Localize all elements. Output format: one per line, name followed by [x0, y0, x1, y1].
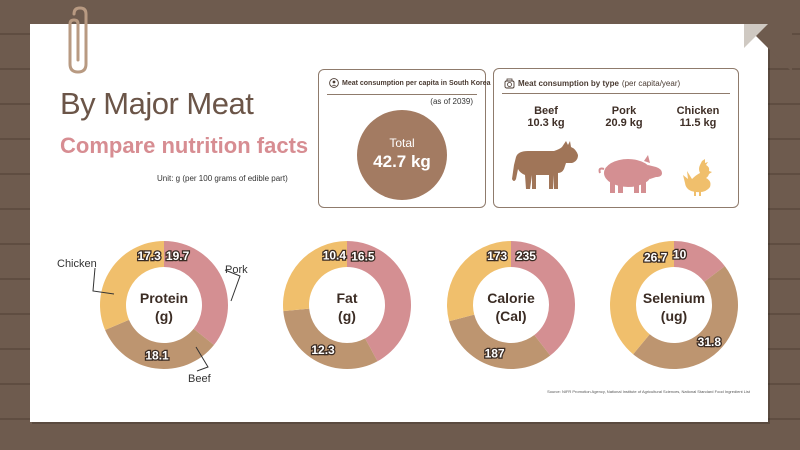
fat-slice-beef	[283, 308, 378, 369]
source-note: Source: NIFR Promotion Agency, National …	[547, 389, 750, 394]
beef-callout-line	[195, 346, 209, 372]
total-consumption-heading-text: Meat consumption per capita in South Kor…	[342, 79, 491, 87]
protein-value-beef: 18.1	[145, 349, 169, 363]
total-consumption-heading: Meat consumption per capita in South Kor…	[329, 78, 491, 88]
calorie-chart-unit: (Cal)	[495, 308, 526, 324]
page-fold-corner	[744, 24, 768, 48]
fat-value-beef: 12.3	[311, 343, 335, 357]
selenium-value-pork: 10	[673, 247, 687, 261]
as-of-note: (as of 2039)	[430, 97, 473, 106]
calorie-chart-title: Calorie	[487, 290, 535, 306]
chicken-callout-label: Chicken	[57, 258, 97, 270]
chicken-consumption: Chicken 11.5 kg	[667, 105, 729, 129]
consumption-by-type-heading-sub: (per capita/year)	[621, 79, 681, 88]
fat-chart-title: Fat	[337, 290, 358, 306]
divider	[327, 94, 477, 95]
paperclip-icon	[68, 6, 88, 74]
calorie-value-chicken: 173	[487, 249, 507, 263]
chicken-value: 11.5 kg	[679, 117, 717, 129]
chicken-name: Chicken	[676, 105, 720, 117]
selenium-value-beef: 31.8	[698, 335, 722, 349]
calorie-slice-chicken	[447, 241, 511, 322]
calorie-slice-pork	[511, 241, 575, 356]
calorie-slice-beef	[449, 314, 551, 369]
chicken-icon	[683, 159, 712, 196]
protein-chart-unit: (g)	[155, 308, 173, 324]
selenium-slice-chicken	[610, 241, 674, 355]
divider	[502, 93, 730, 94]
beef-value: 10.3 kg	[527, 117, 565, 129]
fat-value-chicken: 10.4	[323, 249, 347, 263]
consumption-by-type-panel: Meat consumption by type (per capita/yea…	[493, 68, 739, 208]
protein-value-chicken: 17.3	[137, 249, 161, 263]
consumption-by-type-heading-text: Meat consumption by type	[518, 79, 619, 88]
total-value: 42.7 kg	[373, 152, 431, 171]
selenium-slice-pork	[674, 241, 725, 282]
selenium-value-chicken: 26.7	[644, 250, 668, 264]
selenium-chart-unit: (ug)	[661, 308, 687, 324]
selenium-slice-beef	[633, 266, 738, 369]
protein-slice-chicken	[100, 241, 164, 331]
protein-slice-beef	[105, 319, 214, 369]
calorie-value-pork: 235	[516, 249, 536, 263]
protein-slice-pork	[164, 241, 228, 346]
fat-chart-unit: (g)	[338, 308, 356, 324]
scale-icon	[504, 78, 515, 89]
unit-note: Unit: g (per 100 grams of edible part)	[157, 174, 288, 183]
page-subtitle: Compare nutrition facts	[60, 133, 309, 158]
page-title: By Major Meat	[60, 86, 254, 121]
person-icon	[329, 78, 339, 88]
fat-value-pork: 16.5	[351, 250, 375, 264]
pork-callout-label: Pork	[225, 264, 248, 276]
total-circle: Total 42.7 kg	[357, 110, 447, 200]
beef-name: Beef	[534, 105, 558, 117]
total-label: Total	[389, 136, 415, 150]
fat-slice-chicken	[283, 241, 347, 312]
protein-value-pork: 19.7	[166, 249, 190, 263]
protein-chart-title: Protein	[140, 290, 188, 306]
cow-icon	[512, 141, 578, 189]
pork-name: Pork	[611, 105, 637, 117]
pig-icon	[598, 155, 662, 193]
pork-consumption: Pork 20.9 kg	[594, 105, 654, 129]
calorie-value-beef: 187	[485, 346, 505, 360]
donut-callouts: Chicken Pork Beef	[57, 258, 248, 385]
beef-consumption: Beef 10.3 kg	[516, 105, 576, 129]
beef-callout-label: Beef	[188, 373, 212, 385]
selenium-chart-title: Selenium	[643, 290, 705, 306]
consumption-by-type-heading: Meat consumption by type (per capita/yea…	[504, 78, 680, 89]
pork-callout-line	[224, 269, 241, 302]
fat-slice-pork	[347, 241, 411, 362]
total-consumption-panel: Meat consumption per capita in South Kor…	[318, 69, 491, 208]
chicken-callout-line	[92, 267, 115, 295]
pork-value: 20.9 kg	[605, 117, 643, 129]
